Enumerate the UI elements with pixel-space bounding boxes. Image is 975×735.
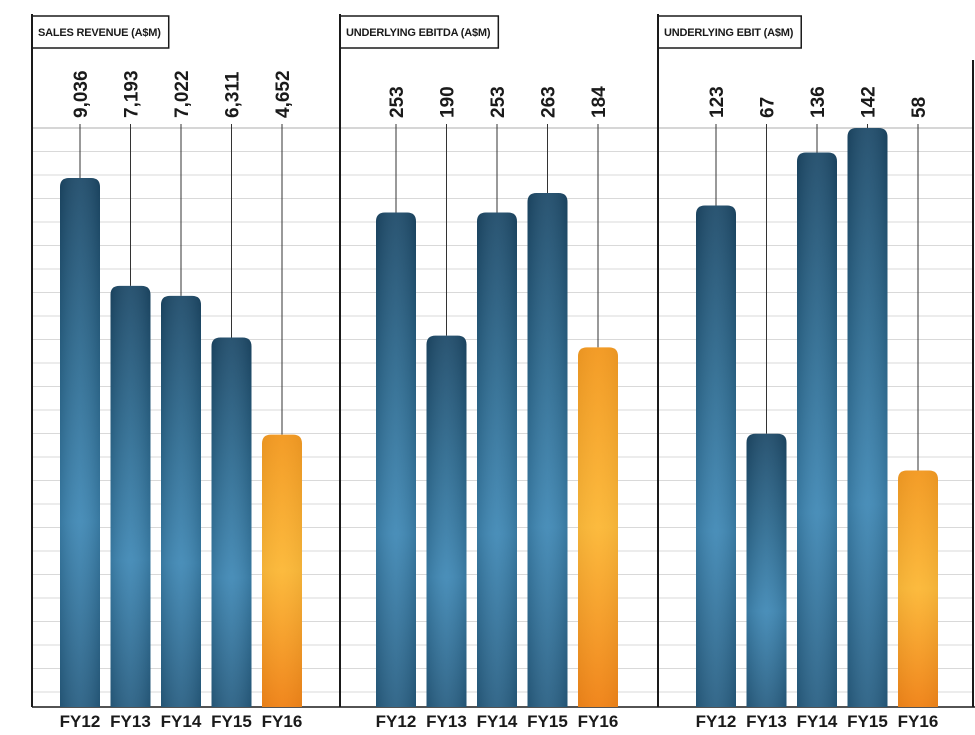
underlying-ebit-bar-shade-fy13 xyxy=(746,433,787,707)
sales-revenue-title: SALES REVENUE (A$M) xyxy=(38,27,161,39)
sales-revenue-bar-shade-fy13 xyxy=(110,285,151,707)
underlying-ebitda-category-label-fy14: FY14 xyxy=(477,712,518,731)
underlying-ebit-category-label-fy13: FY13 xyxy=(746,712,787,731)
underlying-ebitda-value-label-fy14: 253 xyxy=(488,86,509,118)
underlying-ebit-title-frame xyxy=(657,15,802,49)
underlying-ebit-category-label-fy16: FY16 xyxy=(898,712,939,731)
sales-revenue-category-label-fy13: FY13 xyxy=(110,712,151,731)
underlying-ebit-title: UNDERLYING EBIT (A$M) xyxy=(664,27,794,39)
sales-revenue-value-label-fy12: 9,036 xyxy=(71,70,92,118)
underlying-ebit-title-box: UNDERLYING EBIT (A$M) xyxy=(657,15,802,49)
sales-revenue-panel: SALES REVENUE (A$M) 9,036 FY12 7,193 FY13 7,0… xyxy=(31,14,340,731)
underlying-ebit-bar-shade-fy16 xyxy=(898,470,938,707)
sales-revenue-value-label-fy13: 7,193 xyxy=(122,70,143,118)
underlying-ebit-value-label-fy12: 123 xyxy=(707,86,728,118)
sales-revenue-bar-shade-fy16 xyxy=(262,434,302,707)
underlying-ebit-value-label-fy13: 67 xyxy=(758,97,779,118)
underlying-ebit-value-label-fy15: 142 xyxy=(859,86,880,118)
underlying-ebit-category-label-fy15: FY15 xyxy=(847,712,888,731)
sales-revenue-title-box: SALES REVENUE (A$M) xyxy=(31,15,170,49)
underlying-ebit-bar-shade-fy14 xyxy=(797,152,837,707)
underlying-ebitda-title: UNDERLYING EBITDA (A$M) xyxy=(346,27,491,39)
underlying-ebit-bar-shade-fy15 xyxy=(847,128,888,707)
underlying-ebitda-bar-shade-fy12 xyxy=(376,212,416,707)
underlying-ebitda-value-label-fy12: 253 xyxy=(387,86,408,118)
underlying-ebit-category-label-fy12: FY12 xyxy=(696,712,737,731)
sales-revenue-value-label-fy16: 4,652 xyxy=(273,70,294,118)
underlying-ebitda-category-label-fy12: FY12 xyxy=(376,712,417,731)
underlying-ebitda-value-label-fy13: 190 xyxy=(438,86,459,118)
sales-revenue-bar-shade-fy12 xyxy=(60,178,100,707)
sales-revenue-value-label-fy14: 7,022 xyxy=(172,70,193,118)
underlying-ebitda-category-label-fy15: FY15 xyxy=(527,712,568,731)
underlying-ebitda-bar-shade-fy14 xyxy=(477,212,517,707)
underlying-ebitda-category-label-fy16: FY16 xyxy=(578,712,619,731)
underlying-ebitda-bar-shade-fy15 xyxy=(527,193,568,707)
sales-revenue-category-label-fy15: FY15 xyxy=(211,712,252,731)
underlying-ebit-value-label-fy14: 136 xyxy=(808,86,829,118)
underlying-ebitda-category-label-fy13: FY13 xyxy=(426,712,467,731)
sales-revenue-category-label-fy12: FY12 xyxy=(60,712,101,731)
sales-revenue-category-label-fy16: FY16 xyxy=(262,712,303,731)
underlying-ebitda-title-frame xyxy=(339,15,500,49)
underlying-ebit-bar-shade-fy12 xyxy=(696,205,736,707)
underlying-ebitda-value-label-fy16: 184 xyxy=(589,86,610,118)
sales-revenue-category-label-fy14: FY14 xyxy=(161,712,202,731)
sales-revenue-title-frame xyxy=(31,15,170,49)
sales-revenue-bar-shade-fy15 xyxy=(211,337,252,707)
underlying-ebit-panel: UNDERLYING EBIT (A$M) 123 FY12 67 FY13 136 FY1… xyxy=(657,14,975,731)
underlying-ebitda-bar-shade-fy16 xyxy=(578,347,618,707)
underlying-ebitda-bar-shade-fy13 xyxy=(426,335,467,707)
sales-revenue-bar-shade-fy14 xyxy=(161,295,201,707)
underlying-ebitda-value-label-fy15: 263 xyxy=(539,86,560,118)
sales-revenue-value-label-fy15: 6,311 xyxy=(223,71,244,118)
underlying-ebit-value-label-fy16: 58 xyxy=(909,97,930,118)
underlying-ebitda-panel: UNDERLYING EBITDA (A$M) 253 FY12 190 FY13 253… xyxy=(339,14,658,731)
underlying-ebitda-title-box: UNDERLYING EBITDA (A$M) xyxy=(339,15,500,49)
underlying-ebit-category-label-fy14: FY14 xyxy=(797,712,838,731)
